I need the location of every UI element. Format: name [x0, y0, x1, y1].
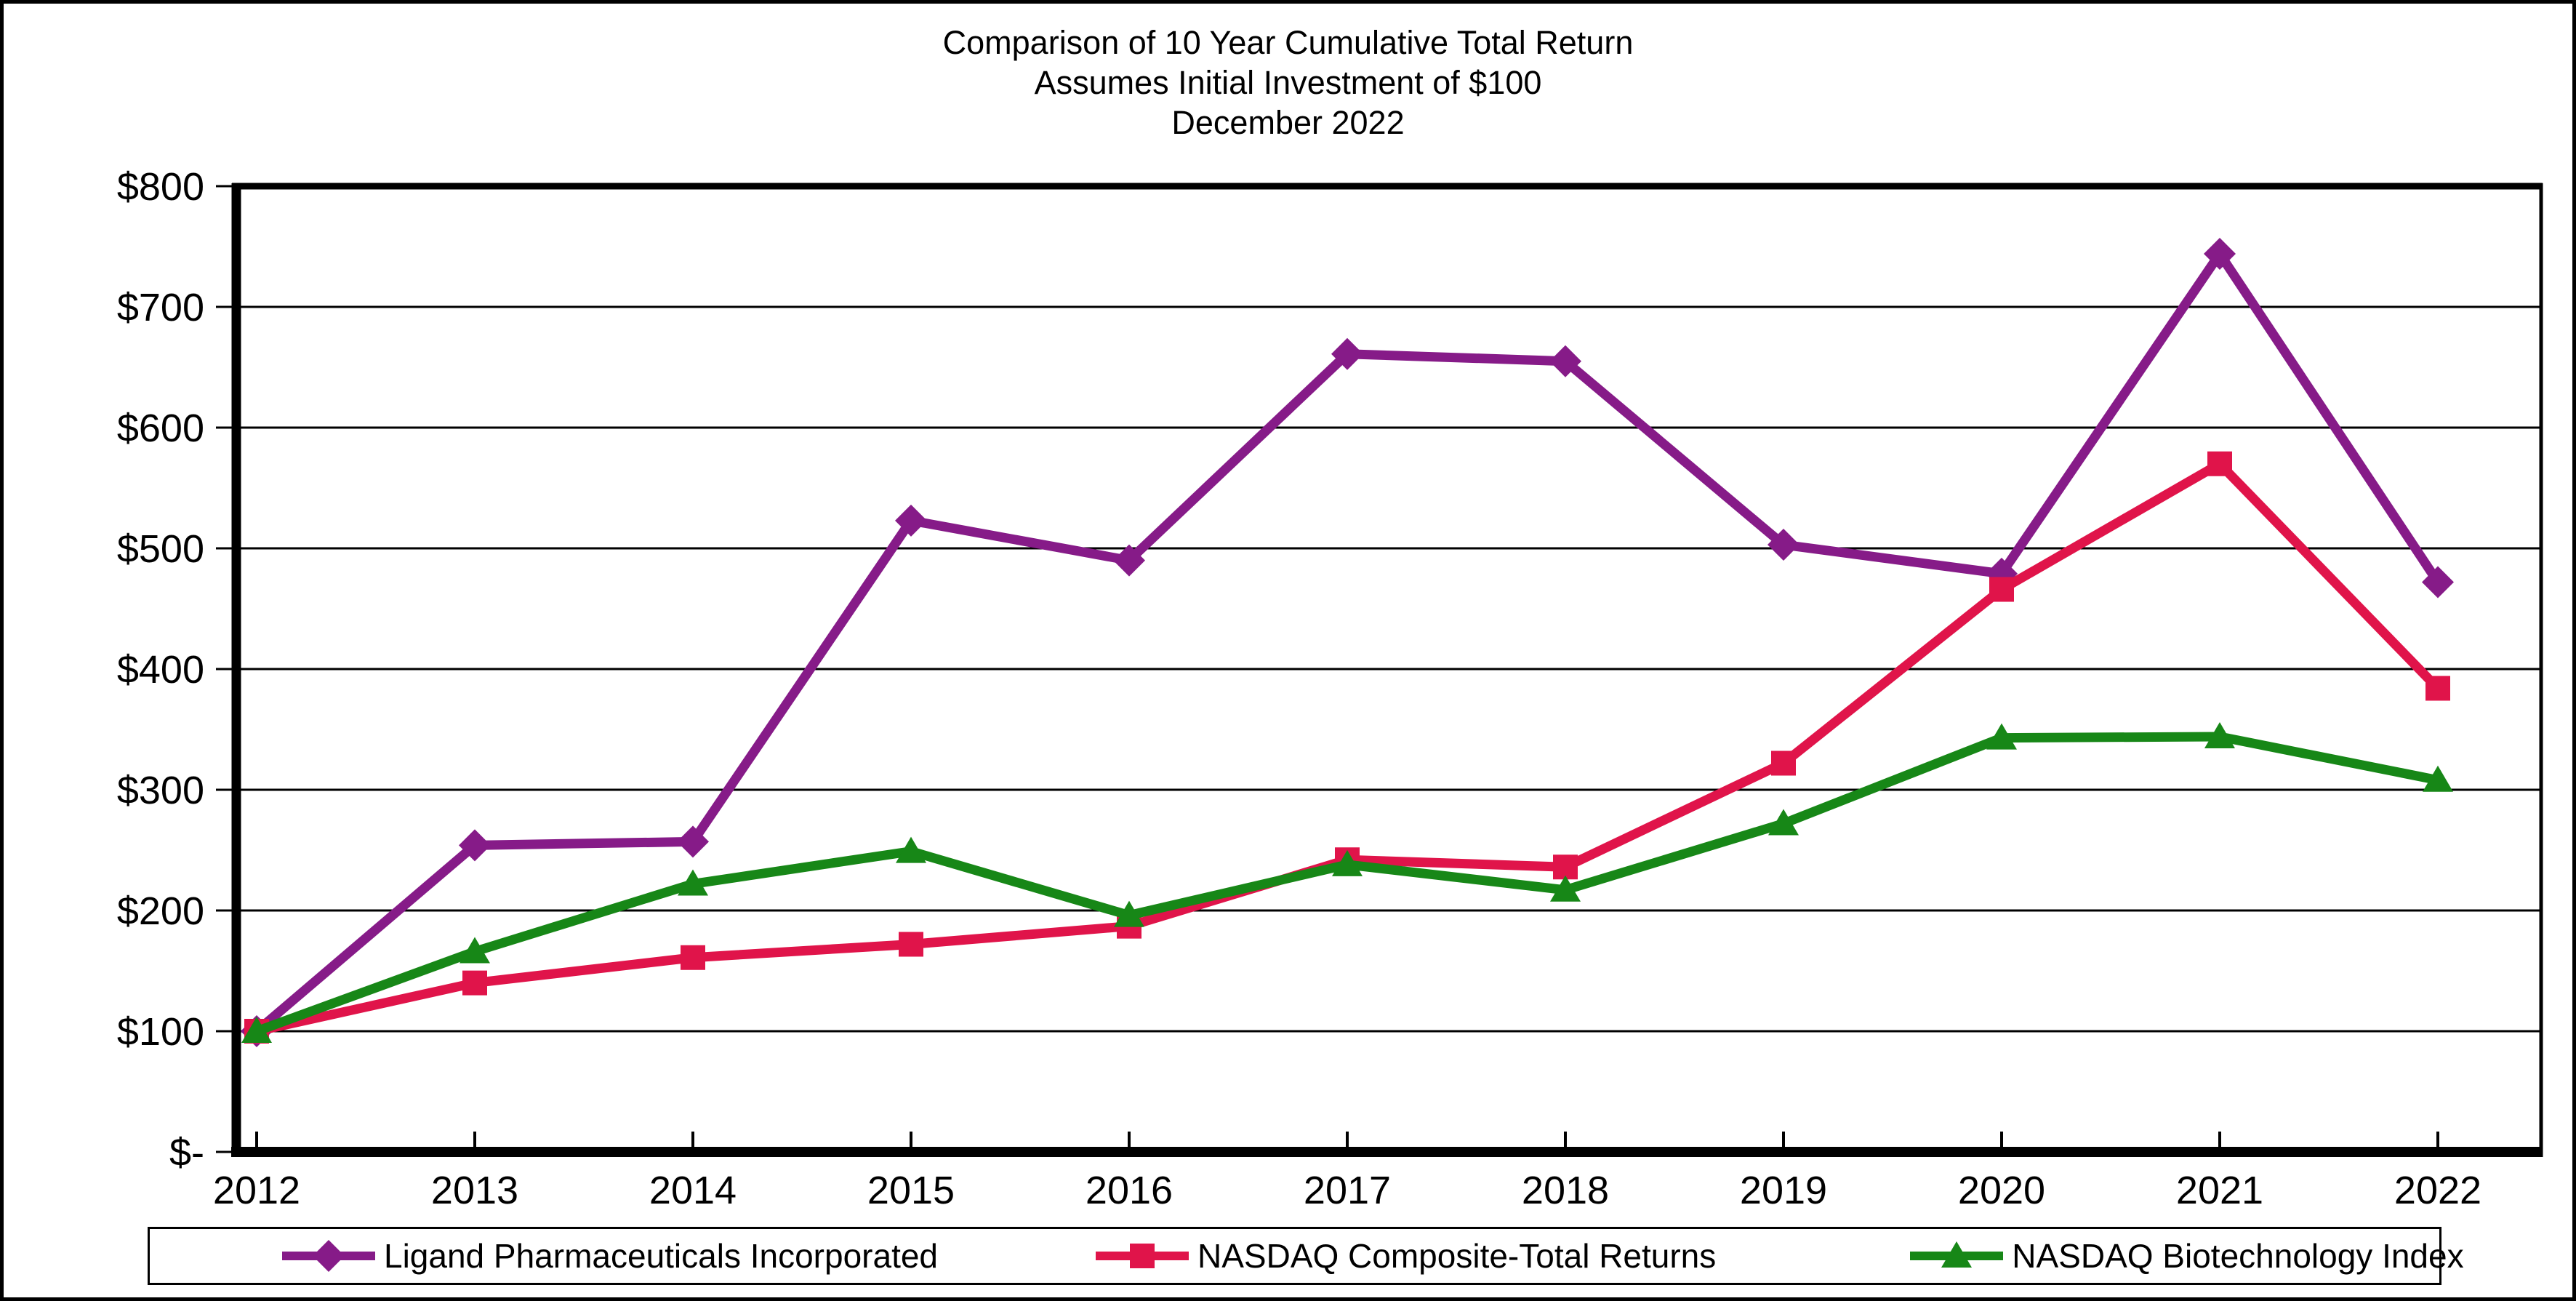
chart-title: Comparison of 10 Year Cumulative Total R… — [4, 23, 2572, 143]
chart-title-line-2: Assumes Initial Investment of $100 — [1034, 64, 1542, 101]
x-tick-label: 2014 — [649, 1169, 737, 1212]
triangle-marker — [460, 937, 490, 964]
square-marker — [2425, 676, 2450, 701]
triangle-marker — [1986, 723, 2017, 750]
legend-diamond-icon — [282, 1240, 375, 1272]
series-line-3 — [252, 732, 2443, 1036]
triangle-marker — [241, 1017, 272, 1043]
diamond-marker — [1331, 337, 1363, 370]
triangle-marker — [1114, 900, 1144, 927]
legend-triangle-icon — [1910, 1241, 2004, 1268]
diamond-marker — [459, 829, 491, 862]
y-tick-label: $400 — [117, 648, 204, 692]
legend-item-2: NASDAQ Composite-Total Returns — [1094, 1236, 1716, 1276]
square-marker — [1989, 577, 2014, 602]
legend-item-3: NASDAQ Biotechnology Index — [1909, 1236, 2464, 1276]
triangle-marker — [896, 836, 926, 863]
triangle-marker — [1550, 875, 1581, 902]
y-tick-label: $300 — [117, 769, 204, 812]
diamond-marker — [677, 825, 709, 858]
square-marker — [899, 932, 923, 957]
square-marker — [1771, 750, 1796, 776]
chart-title-line-3: December 2022 — [1171, 104, 1405, 141]
diamond-marker — [1549, 345, 1581, 377]
legend: Ligand Pharmaceuticals Incorporated NASDA… — [148, 1227, 2464, 1285]
diamond-marker — [2204, 237, 2236, 270]
square-marker — [681, 945, 705, 970]
diamond-marker — [2422, 566, 2454, 599]
square-marker — [1553, 854, 1578, 880]
x-tick-label: 2018 — [1522, 1169, 1609, 1212]
y-tick-label: $600 — [117, 407, 204, 450]
diamond-marker — [313, 1240, 345, 1272]
plot-area: $800 $700 $600 $500 $400 $300 $200 $100 $-2012 20… — [117, 165, 2543, 1212]
chart-title-line-1: Comparison of 10 Year Cumulative Total R… — [942, 24, 1634, 61]
y-tick-label: $200 — [117, 889, 204, 933]
square-marker — [2207, 451, 2232, 476]
x-tick-label: 2019 — [1740, 1169, 1827, 1212]
legend-label: NASDAQ Composite-Total Returns — [1197, 1237, 1717, 1275]
x-tick-label: 2016 — [1086, 1169, 1173, 1212]
square-marker — [1130, 1244, 1155, 1268]
square-marker — [462, 970, 487, 996]
y-tick-label: $- — [169, 1131, 204, 1174]
y-tick-label: $100 — [117, 1010, 204, 1054]
x-tick-label: 2022 — [2394, 1169, 2481, 1212]
x-tick-label: 2012 — [213, 1169, 300, 1212]
legend-label: NASDAQ Biotechnology Index — [2012, 1237, 2464, 1275]
x-tick-label: 2020 — [1958, 1169, 2045, 1212]
legend-item-1: Ligand Pharmaceuticals Incorporated — [281, 1236, 938, 1276]
legend-label: Ligand Pharmaceuticals Incorporated — [384, 1237, 939, 1275]
y-tick-label: $500 — [117, 527, 204, 571]
x-tick-label: 2015 — [867, 1169, 955, 1212]
x-tick-label: 2013 — [431, 1169, 518, 1212]
triangle-marker — [1941, 1241, 1973, 1268]
diamond-marker — [1768, 529, 1799, 561]
y-tick-label: $700 — [117, 286, 204, 329]
triangle-marker — [1768, 809, 1799, 836]
triangle-marker — [678, 869, 708, 896]
y-tick-label: $800 — [117, 165, 204, 209]
x-tick-label: 2021 — [2176, 1169, 2263, 1212]
legend-square-icon — [1096, 1244, 1189, 1268]
diamond-marker — [1113, 544, 1145, 577]
x-tick-label: 2017 — [1304, 1169, 1391, 1212]
triangle-marker — [2204, 721, 2235, 748]
diamond-marker — [895, 504, 927, 537]
triangle-marker — [1332, 849, 1363, 876]
triangle-marker — [2423, 765, 2453, 792]
